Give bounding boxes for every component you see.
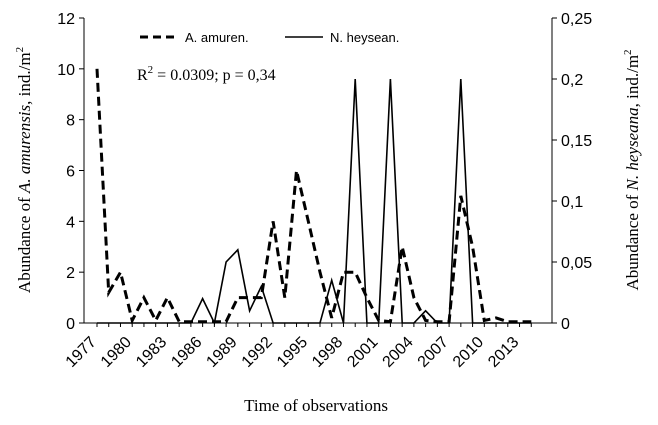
right-tick-label: 0,25 <box>561 11 592 28</box>
left-tick-label: 0 <box>66 316 75 333</box>
series-line-n-heyseana <box>97 78 532 326</box>
x-tick-label: 1983 <box>133 334 170 371</box>
right-tick-label: 0,15 <box>561 133 592 150</box>
legend: A. amuren. N. heysean. <box>140 30 399 45</box>
x-tick-label: 1986 <box>168 334 205 371</box>
correlation-annotation: R2 = 0.0309; p = 0,34 <box>137 64 276 84</box>
left-tick-label: 2 <box>66 265 75 282</box>
right-tick-label: 0 <box>561 316 570 333</box>
x-axis-title: Time of observations <box>244 396 388 415</box>
x-tick-label: 1989 <box>203 334 240 371</box>
series-layer <box>95 68 532 326</box>
x-tick-label: 1977 <box>63 334 100 371</box>
left-tick-label: 4 <box>66 214 75 231</box>
series-line-a-amurensis <box>95 68 532 325</box>
left-tick-label: 10 <box>57 62 75 79</box>
left-tick-label: 8 <box>66 113 75 130</box>
right-tick-label: 0,2 <box>561 72 583 89</box>
left-tick-label: 12 <box>57 11 75 28</box>
x-tick-label: 2001 <box>344 334 381 371</box>
x-tick-label: 2007 <box>415 334 452 371</box>
legend-label-n-heyseana: N. heysean. <box>330 30 399 45</box>
right-axis-ticks: 0 0,05 0,1 0,15 0,2 0,25 <box>552 11 592 333</box>
right-axis-title: Abundance of N. heyseana, ind./m2 <box>622 49 642 290</box>
x-tick-label: 1995 <box>274 334 311 371</box>
x-tick-label: 1980 <box>98 334 135 371</box>
x-axis-ticks: 1977198019831986198919921995199820012004… <box>63 323 532 371</box>
plot-frame <box>83 18 553 324</box>
right-tick-label: 0,05 <box>561 255 592 272</box>
left-axis-title: Abundance of A. amurensis, ind./m2 <box>14 47 34 293</box>
right-tick-label: 0,1 <box>561 194 583 211</box>
x-tick-label: 2013 <box>485 334 522 371</box>
x-tick-label: 1998 <box>309 334 346 371</box>
legend-label-a-amurensis: A. amuren. <box>185 30 249 45</box>
x-tick-label: 2010 <box>450 334 487 371</box>
left-tick-label: 6 <box>66 164 75 181</box>
x-tick-label: 2004 <box>380 334 417 371</box>
left-axis-ticks: 0 2 4 6 8 10 12 <box>57 11 84 333</box>
x-tick-label: 1992 <box>239 334 276 371</box>
